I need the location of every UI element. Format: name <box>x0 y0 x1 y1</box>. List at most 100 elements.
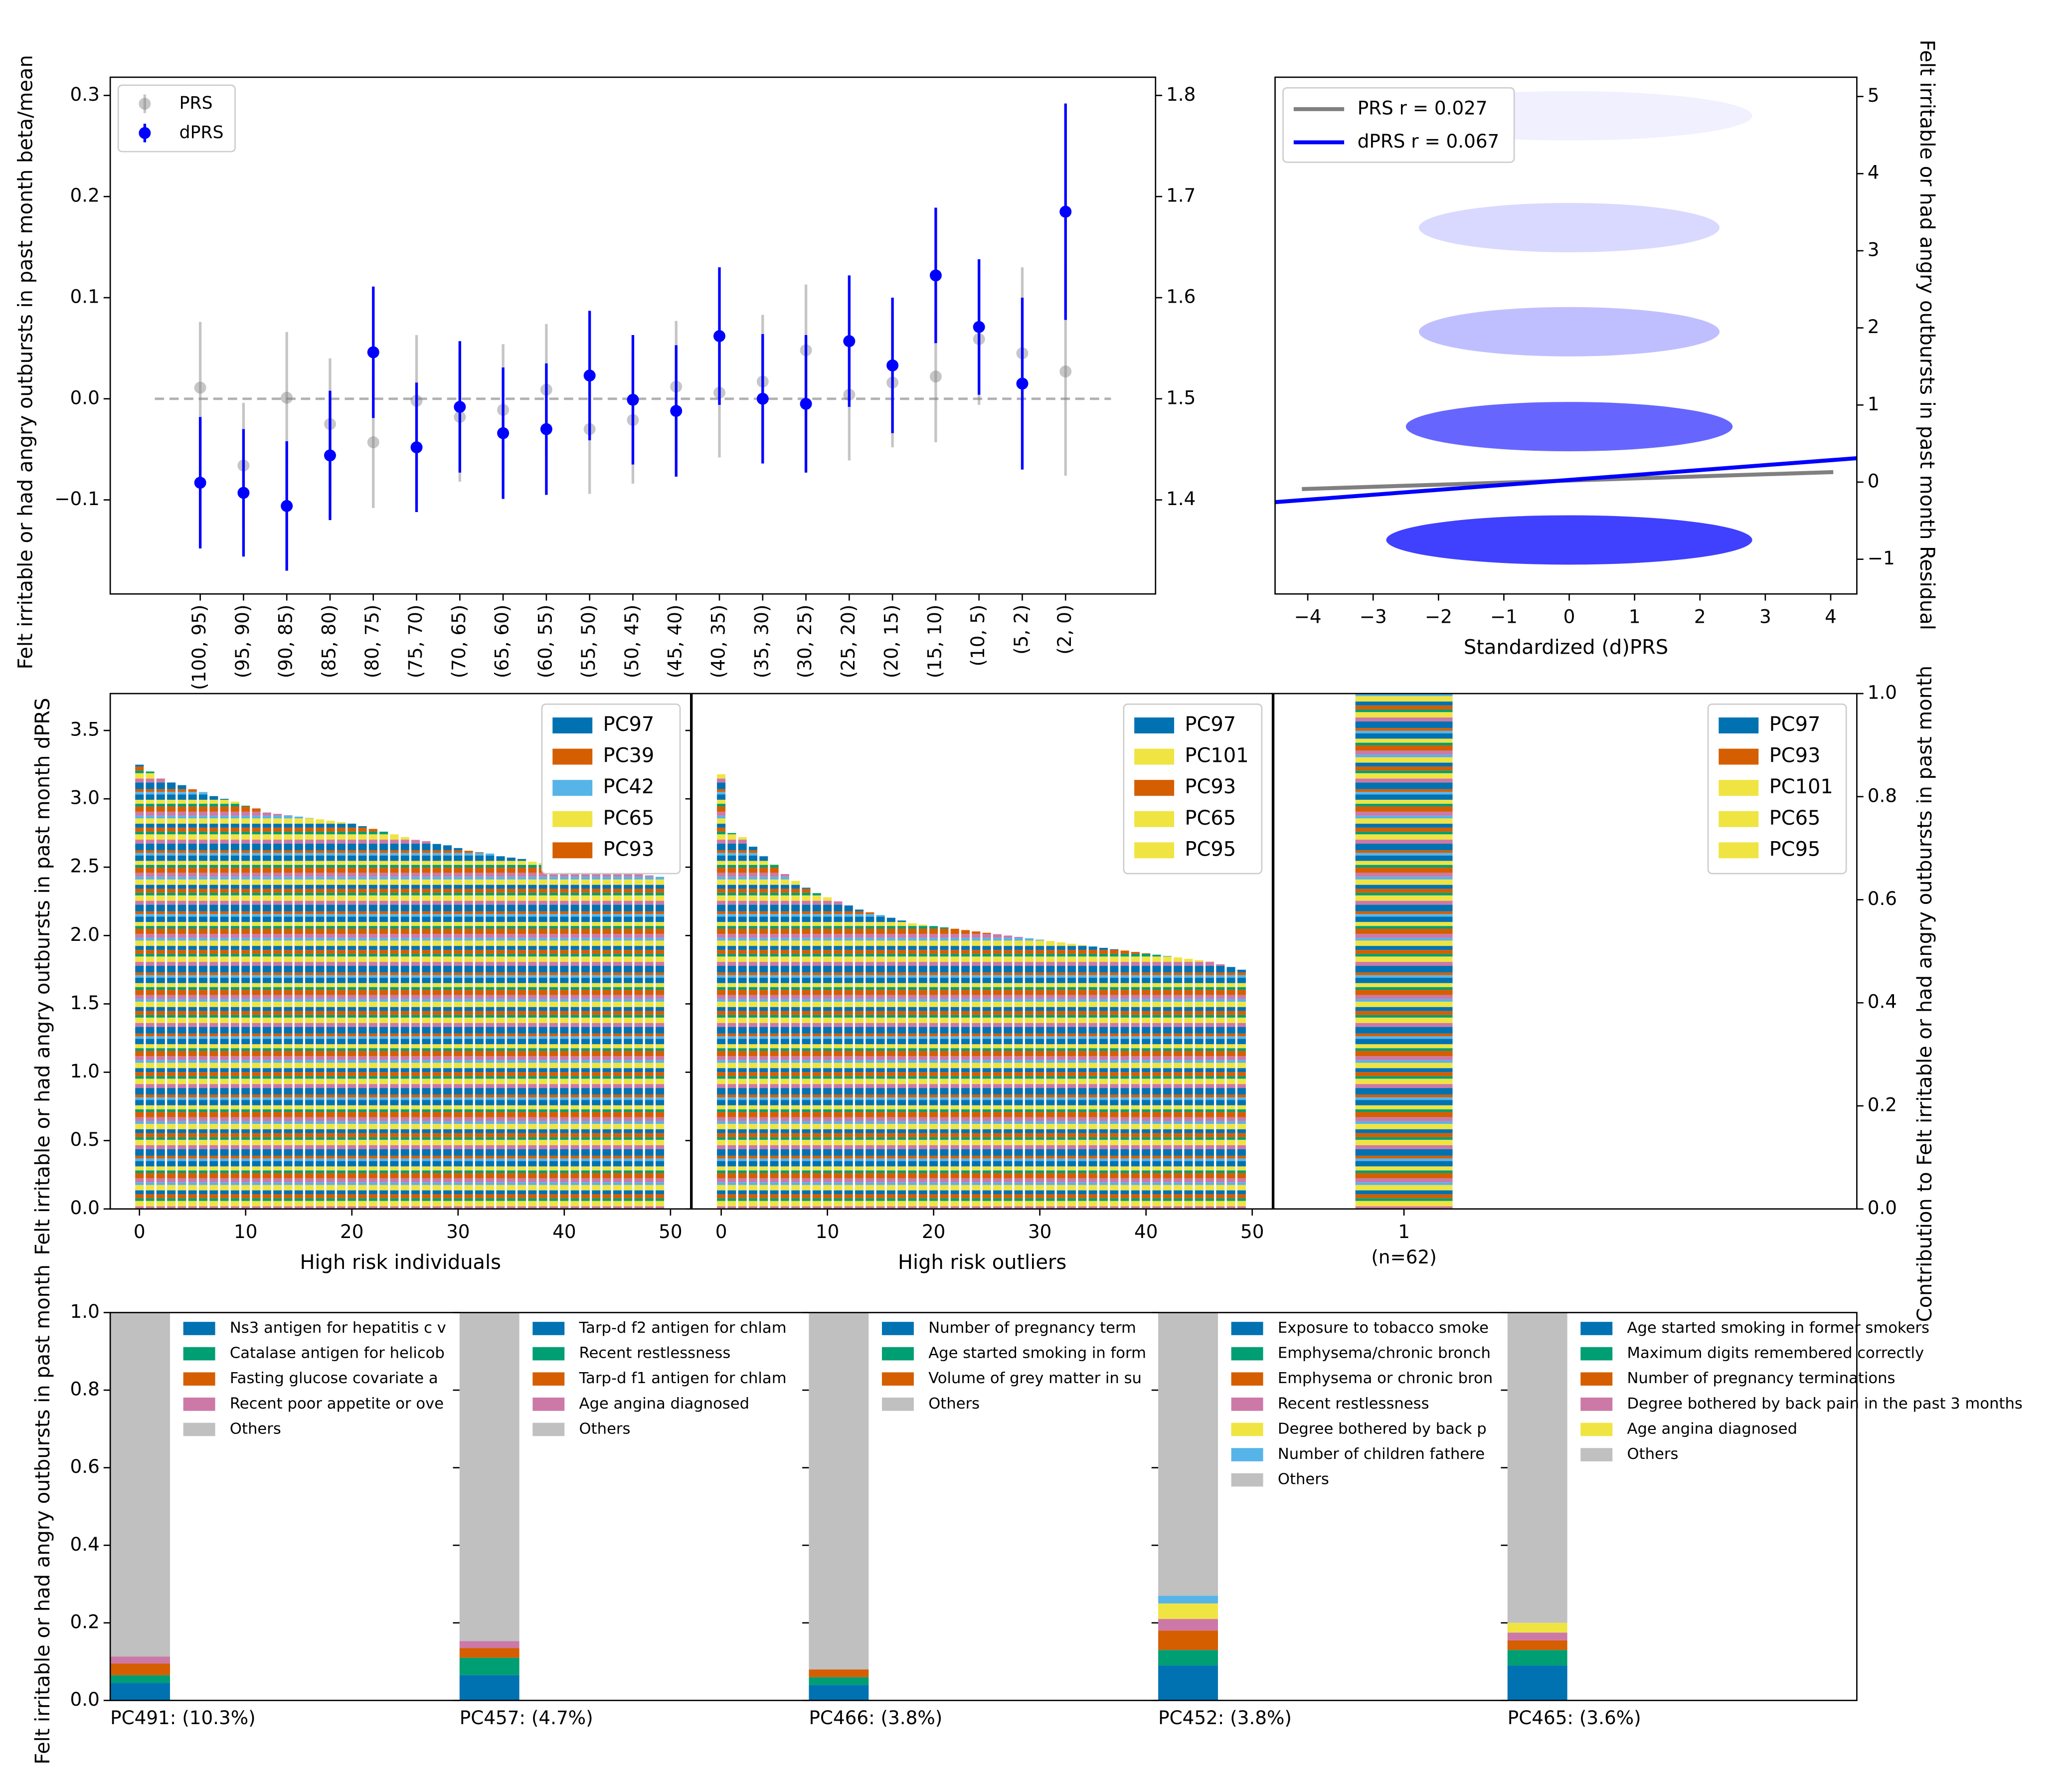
y-tick-label: 0.0 <box>1868 1197 1897 1219</box>
bar <box>1216 964 1225 1209</box>
legend-swatch <box>552 842 593 859</box>
y-tick-label: 1.0 <box>1868 682 1897 704</box>
axes-frame <box>109 693 691 1210</box>
bar-segment <box>110 1683 171 1701</box>
legend-swatch <box>532 1422 565 1436</box>
y-tick-label: 1.8 <box>1166 83 1196 105</box>
legend-swatch <box>183 1347 215 1361</box>
y-tick-label: 2.5 <box>70 855 100 877</box>
legend-label: PC95 <box>1185 838 1236 861</box>
axes-frame <box>109 76 1157 595</box>
bar <box>337 822 345 1209</box>
legend-label: PC97 <box>1769 713 1821 736</box>
bar-segment <box>1507 1650 1567 1666</box>
point <box>454 401 466 413</box>
bar <box>656 877 665 1209</box>
x-tick-label: (65, 60) <box>491 605 513 679</box>
bar <box>262 812 271 1209</box>
x-tick-label: (85, 80) <box>318 605 340 679</box>
bar <box>645 875 654 1209</box>
bar <box>738 837 747 1209</box>
bar-segment <box>459 1657 519 1675</box>
legend-label: Recent restlessness <box>1278 1395 1429 1413</box>
bar <box>908 923 917 1209</box>
bar <box>759 856 768 1209</box>
legend-box <box>1707 704 1847 875</box>
point <box>583 369 596 382</box>
y-tick-label: 0.8 <box>70 1378 100 1400</box>
bar <box>602 871 611 1209</box>
legend-swatch <box>1231 1422 1263 1436</box>
bar <box>326 821 335 1209</box>
x-tick-sublabel: (n=62) <box>1371 1246 1436 1268</box>
y-tick-label: 1.5 <box>1166 386 1196 408</box>
bar <box>834 901 843 1209</box>
legend-label: PC65 <box>603 807 655 830</box>
legend-label: PC93 <box>603 838 655 861</box>
legend-label: Tarp-d f2 antigen for chlam <box>579 1319 787 1337</box>
bar-segment <box>459 1641 519 1648</box>
bar <box>791 881 800 1209</box>
bar-segment <box>809 1312 869 1670</box>
legend-swatch <box>1719 780 1759 796</box>
legend-swatch <box>1134 748 1175 765</box>
x-tick-label: 0 <box>134 1221 146 1242</box>
x-tick-label: (45, 40) <box>664 605 686 679</box>
x-tick-label: 0 <box>1563 606 1575 628</box>
bar <box>220 799 229 1209</box>
bar <box>624 873 633 1209</box>
y-tick-label: 1.5 <box>70 992 100 1014</box>
bar <box>876 915 885 1209</box>
legend-swatch <box>1580 1398 1613 1411</box>
bar <box>358 826 367 1209</box>
y-tick-label: 0.4 <box>70 1533 100 1555</box>
legend-label: Ns3 antigen for hepatitis c v <box>230 1319 446 1337</box>
point-cloud <box>1405 402 1733 452</box>
bar <box>252 808 261 1209</box>
x-tick-label: (70, 65) <box>448 605 470 679</box>
bar-segment <box>459 1675 519 1701</box>
legend-label: PC42 <box>603 775 655 798</box>
bar <box>1004 935 1013 1209</box>
point <box>929 269 942 282</box>
legend-label: PC97 <box>603 713 655 736</box>
legend-swatch <box>552 748 593 765</box>
y-tick-label: 5 <box>1868 84 1880 106</box>
legend-label: dPRS r = 0.067 <box>1358 130 1500 152</box>
legend-label: dPRS <box>179 123 224 143</box>
bar <box>1110 949 1119 1209</box>
x-tick-label: (50, 45) <box>621 605 643 679</box>
legend-swatch <box>881 1322 914 1335</box>
bar <box>549 864 558 1209</box>
x-tick-label: (35, 30) <box>750 605 772 679</box>
axis-label: Felt irritable or had angry outbursts in… <box>31 1264 54 1765</box>
legend-label: PC101 <box>1769 775 1833 798</box>
x-tick-label: (100, 95) <box>188 605 210 690</box>
bar <box>379 831 388 1209</box>
bar <box>1025 938 1034 1209</box>
legend-label: Others <box>1627 1445 1679 1463</box>
y-tick-label: 1.6 <box>1166 286 1196 308</box>
bar <box>1163 956 1172 1209</box>
bar <box>972 931 981 1209</box>
legend-marker <box>139 127 151 139</box>
legend-label: PC101 <box>1185 744 1248 767</box>
bar <box>305 818 314 1209</box>
bar <box>780 874 789 1209</box>
bar <box>507 858 516 1209</box>
y-tick-label: −1 <box>1868 547 1895 569</box>
bar <box>1152 954 1161 1209</box>
bar <box>770 864 779 1209</box>
x-tick-label: 30 <box>1028 1221 1051 1242</box>
x-tick-label: 30 <box>446 1221 470 1242</box>
bar-segment <box>110 1663 171 1675</box>
bar <box>230 801 239 1209</box>
point <box>497 427 510 439</box>
y-tick-label: 3.5 <box>70 718 100 740</box>
legend-label: Number of pregnancy terminations <box>1627 1370 1896 1387</box>
point <box>540 423 552 435</box>
legend-swatch <box>552 780 593 796</box>
legend-swatch <box>532 1398 565 1411</box>
bar-segment <box>809 1685 869 1701</box>
y-tick-label: 0.1 <box>70 286 100 308</box>
